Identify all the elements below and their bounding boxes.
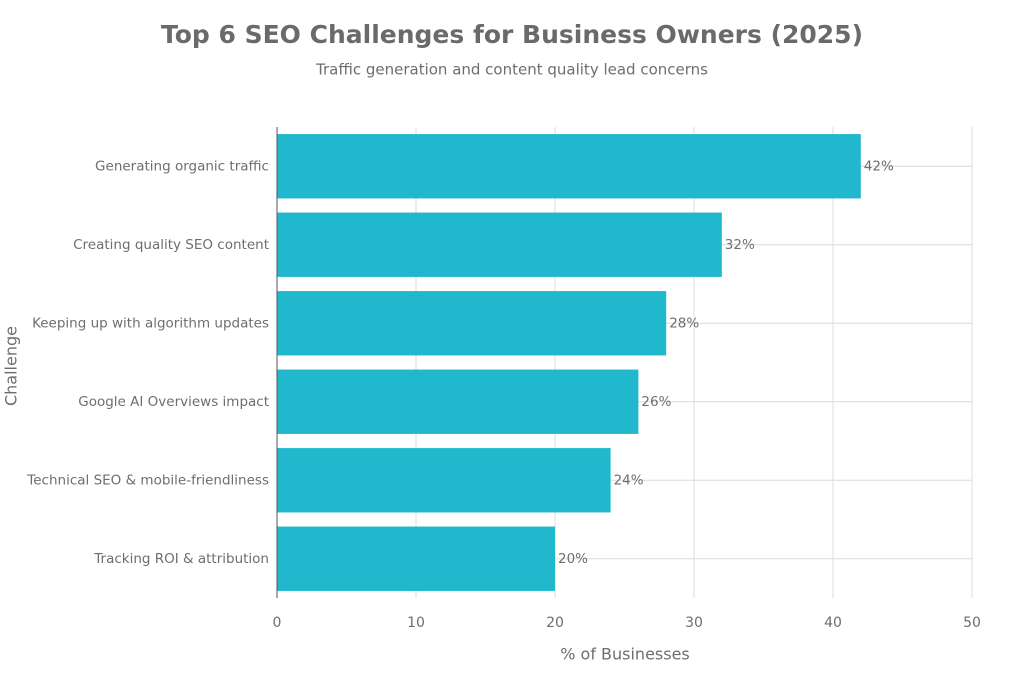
bar bbox=[277, 448, 611, 513]
x-tick-label: 50 bbox=[963, 615, 981, 631]
y-tick-label: Technical SEO & mobile-friendliness bbox=[26, 472, 269, 488]
y-tick-label: Tracking ROI & attribution bbox=[93, 551, 269, 567]
x-tick-label: 20 bbox=[546, 615, 564, 631]
bar bbox=[277, 526, 555, 591]
y-tick-label: Generating organic traffic bbox=[95, 158, 269, 174]
value-label: 26% bbox=[641, 394, 671, 410]
bar bbox=[277, 134, 861, 199]
x-tick-label: 40 bbox=[824, 615, 842, 631]
bar bbox=[277, 369, 639, 434]
value-label: 28% bbox=[669, 315, 699, 331]
x-tick-label: 30 bbox=[685, 615, 703, 631]
y-tick-label: Creating quality SEO content bbox=[73, 237, 269, 253]
chart-subtitle: Traffic generation and content quality l… bbox=[315, 61, 708, 79]
y-axis-label: Challenge bbox=[2, 326, 21, 406]
y-tick-label: Keeping up with algorithm updates bbox=[32, 315, 269, 331]
value-label: 32% bbox=[725, 237, 755, 253]
x-tick-label: 10 bbox=[407, 615, 425, 631]
bar bbox=[277, 291, 667, 356]
value-label: 42% bbox=[864, 158, 894, 174]
value-label: 24% bbox=[614, 472, 644, 488]
value-label: 20% bbox=[558, 551, 588, 567]
bar bbox=[277, 212, 722, 277]
y-tick-label: Google AI Overviews impact bbox=[78, 394, 269, 410]
x-axis-label: % of Businesses bbox=[560, 645, 690, 664]
chart-title: Top 6 SEO Challenges for Business Owners… bbox=[161, 20, 863, 49]
x-tick-label: 0 bbox=[273, 615, 282, 631]
